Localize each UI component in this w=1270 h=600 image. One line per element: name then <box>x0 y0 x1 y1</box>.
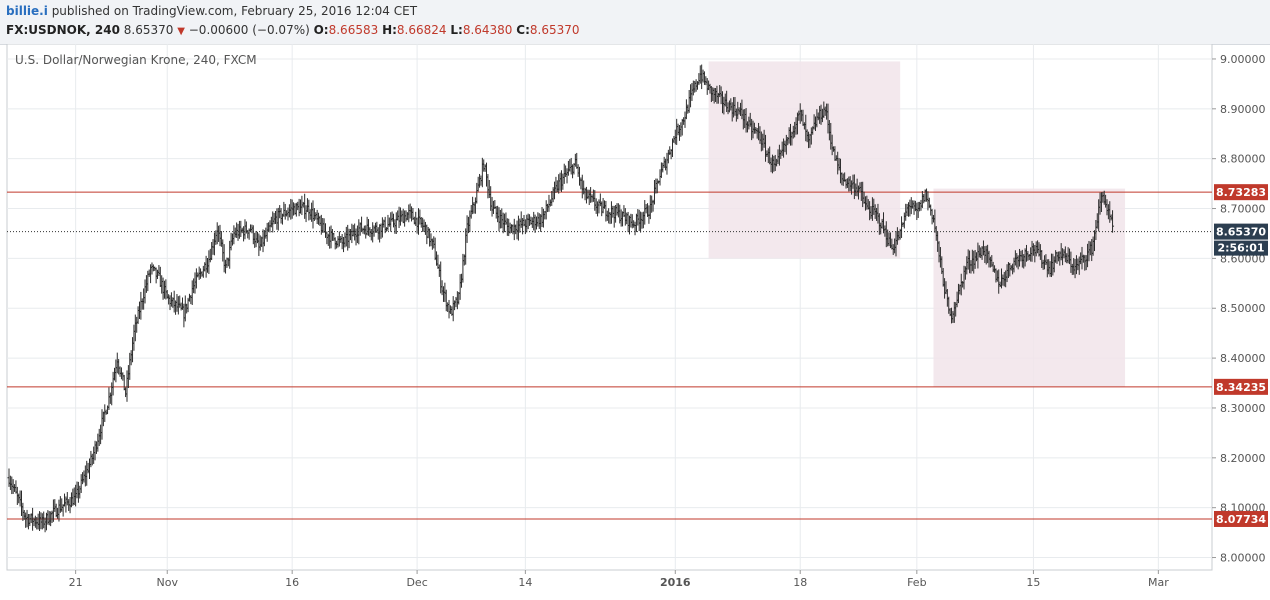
y-tick-label: 8.70000 <box>1220 203 1266 216</box>
range-rectangle <box>933 188 1126 388</box>
published-text: published on TradingView.com, February 2… <box>51 4 418 18</box>
price-change: −0.00600 (−0.07%) <box>188 23 310 37</box>
level-price-label: 8.34235 <box>1216 381 1266 394</box>
x-tick-label: Feb <box>907 576 926 589</box>
y-tick-label: 8.50000 <box>1220 302 1266 315</box>
x-tick-label: Dec <box>406 576 427 589</box>
last-price: 8.65370 <box>123 23 174 37</box>
down-arrow-icon: ▼ <box>177 26 185 37</box>
close-label: C: <box>516 23 530 37</box>
x-tick-label: 16 <box>285 576 299 589</box>
current-price-label: 8.65370 <box>1216 226 1266 239</box>
bar-countdown-label: 2:56:01 <box>1217 242 1264 255</box>
publish-header: billie.i published on TradingView.com, F… <box>0 0 1270 45</box>
open-label: O: <box>313 23 329 37</box>
chart-area[interactable]: 9.00000 8.90000 8.80000 8.70000 8.60000 8.500… <box>0 43 1270 595</box>
range-rectangle <box>708 61 901 259</box>
close-value: 8.65370 <box>529 23 580 37</box>
y-tick-label: 8.90000 <box>1220 103 1266 116</box>
symbol-interval: FX:USDNOK, 240 <box>6 23 120 37</box>
y-tick-label: 8.40000 <box>1220 352 1266 365</box>
y-tick-label: 8.30000 <box>1220 402 1266 415</box>
y-tick-label: 8.60000 <box>1220 252 1266 265</box>
level-price-label: 8.73283 <box>1216 186 1266 199</box>
level-price-tag <box>1214 378 1268 395</box>
price-chart[interactable]: 9.00000 8.90000 8.80000 8.70000 8.60000 8.500… <box>0 43 1270 595</box>
current-price-tag <box>1214 223 1268 240</box>
level-price-label: 8.07734 <box>1216 513 1266 526</box>
chart-title: U.S. Dollar/Norwegian Krone, 240, FXCM <box>15 53 257 67</box>
high-label: H: <box>382 23 397 37</box>
x-tick-label: Mar <box>1148 576 1169 589</box>
open-value: 8.66583 <box>328 23 379 37</box>
level-price-tag <box>1214 510 1268 527</box>
publish-line: billie.i published on TradingView.com, F… <box>6 4 417 18</box>
x-tick-label: 18 <box>793 576 807 589</box>
x-tick-label: 21 <box>69 576 83 589</box>
x-tick-label: Nov <box>157 576 179 589</box>
symbol-ohlc-line: FX:USDNOK, 240 8.65370 ▼ −0.00600 (−0.07… <box>6 23 580 37</box>
low-label: L: <box>450 23 463 37</box>
y-tick-label: 8.00000 <box>1220 552 1266 565</box>
x-tick-label: 2016 <box>660 576 691 589</box>
y-tick-label: 8.80000 <box>1220 153 1266 166</box>
level-price-tag <box>1214 184 1268 201</box>
countdown-tag <box>1214 240 1268 256</box>
high-value: 8.66824 <box>396 23 447 37</box>
low-value: 8.64380 <box>462 23 513 37</box>
y-tick-label: 9.00000 <box>1220 53 1266 66</box>
x-tick-label: 14 <box>518 576 532 589</box>
y-tick-label: 8.20000 <box>1220 452 1266 465</box>
author-link[interactable]: billie.i <box>6 4 48 18</box>
x-tick-label: 15 <box>1026 576 1040 589</box>
